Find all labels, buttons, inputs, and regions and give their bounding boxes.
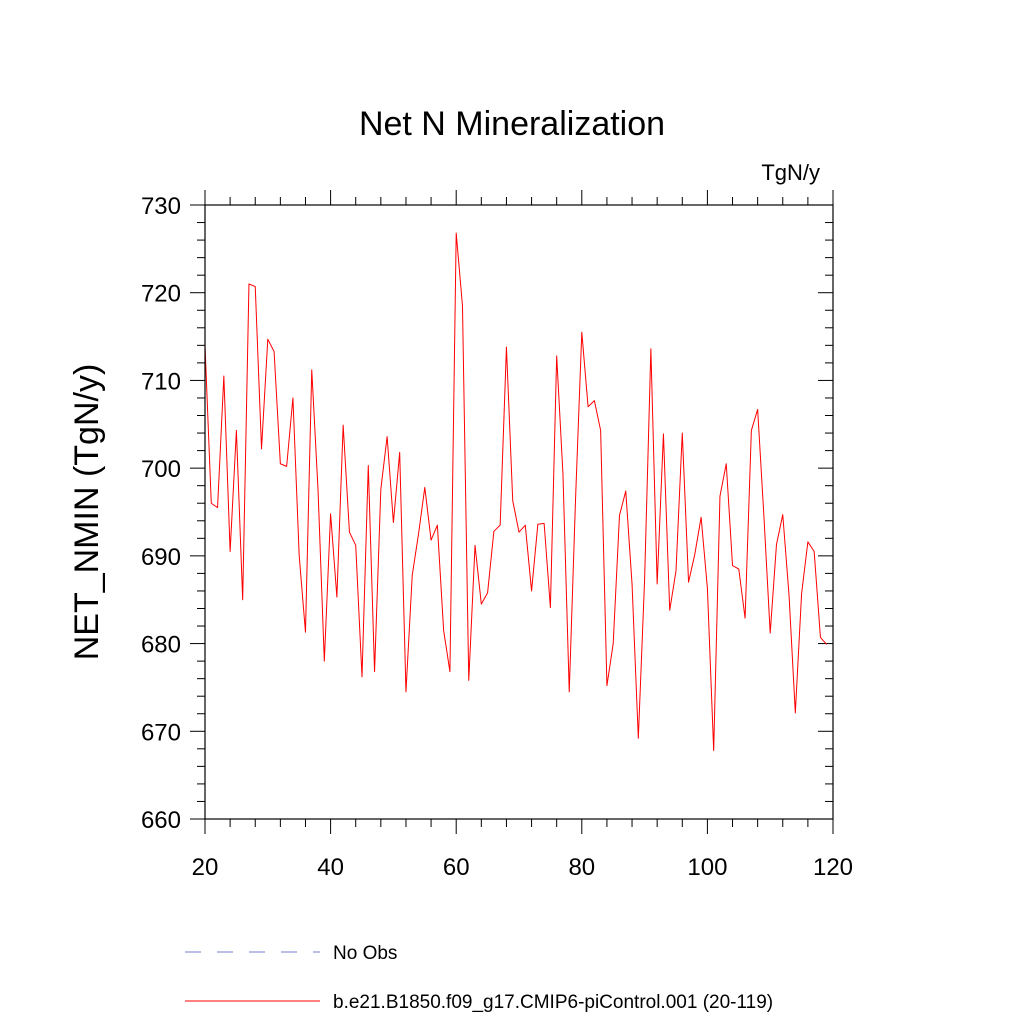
x-tick-label: 80 xyxy=(568,854,595,881)
plot-frame xyxy=(204,204,834,820)
axis-ticks xyxy=(190,190,834,834)
x-tick-label: 40 xyxy=(317,854,344,881)
y-tick-label: 720 xyxy=(141,281,181,308)
y-tick-label: 660 xyxy=(141,807,181,834)
x-tick-label: 100 xyxy=(687,854,727,881)
series-layer xyxy=(204,232,828,752)
x-tick-label: 120 xyxy=(813,854,853,881)
axis-tick-labels: 660 670 680 690 700 710 720 730 20 40 60 80 100 120 xyxy=(141,193,853,881)
y-tick-label: 730 xyxy=(141,193,181,220)
legend-label-no-obs: No Obs xyxy=(333,943,397,964)
legend-label-model: b.e21.B1850.f09_g17.CMIP6-piControl.001 … xyxy=(333,992,773,1013)
y-tick-label: 680 xyxy=(141,632,181,659)
x-tick-label: 60 xyxy=(443,854,470,881)
y-tick-label: 700 xyxy=(141,456,181,483)
y-tick-label: 670 xyxy=(141,719,181,746)
x-tick-label: 20 xyxy=(192,854,219,881)
chart-title: Net N Mineralization xyxy=(359,105,665,143)
series-line-0 xyxy=(204,232,828,752)
legend: No Obs b.e21.B1850.f09_g17.CMIP6-piContr… xyxy=(185,943,773,1013)
units-label: TgN/y xyxy=(761,160,820,185)
y-axis-label: NET_NMIN (TgN/y) xyxy=(68,364,106,661)
y-tick-label: 690 xyxy=(141,544,181,571)
y-tick-label: 710 xyxy=(141,368,181,395)
